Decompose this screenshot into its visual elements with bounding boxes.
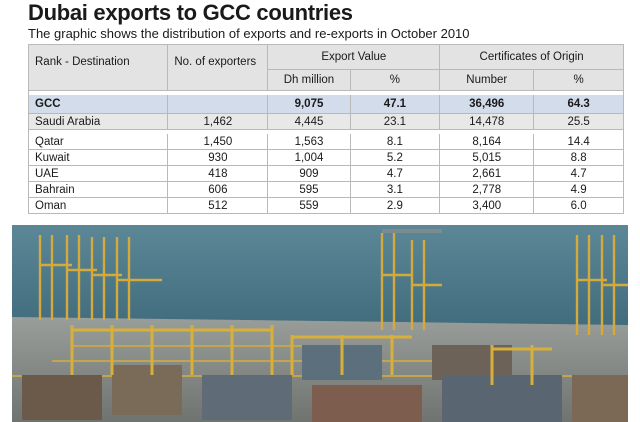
header-num-exporters: No. of exporters — [167, 44, 269, 91]
cell-destination: GCC — [27, 95, 169, 114]
header-rank-destination: Rank - Destination — [27, 44, 169, 91]
table-row: Kuwait 930 1,004 5.2 5,015 8.8 — [27, 149, 624, 166]
port-scene-illustration — [12, 225, 628, 422]
page-title: Dubai exports to GCC countries — [28, 0, 353, 25]
cell-export-pct: 23.1 — [349, 113, 441, 130]
port-photo — [12, 225, 628, 422]
cell-export-pct: 8.1 — [349, 134, 441, 150]
exports-table-container: Rank - Destination No. of exporters Expo… — [27, 44, 624, 214]
cell-destination: UAE — [27, 165, 169, 182]
cell-destination: Saudi Arabia — [27, 113, 169, 130]
exports-table: Rank - Destination No. of exporters Expo… — [27, 44, 624, 214]
cell-export-value: 1,004 — [267, 149, 351, 166]
cell-export-pct: 47.1 — [349, 95, 441, 114]
table-row: Oman 512 559 2.9 3,400 6.0 — [27, 197, 624, 214]
cell-certificates: 5,015 — [439, 149, 535, 166]
cell-cert-pct: 14.4 — [533, 134, 624, 150]
cell-certificates: 2,661 — [439, 165, 535, 182]
cell-exporters: 1,462 — [167, 113, 269, 130]
table-row: Saudi Arabia 1,462 4,445 23.1 14,478 25.… — [27, 113, 624, 130]
cell-export-value: 1,563 — [267, 134, 351, 150]
cell-certificates: 3,400 — [439, 197, 535, 214]
cell-exporters: 418 — [167, 165, 269, 182]
cell-destination: Oman — [27, 197, 169, 214]
cell-exporters: 930 — [167, 149, 269, 166]
table-row-gcc: GCC 9,075 47.1 36,496 64.3 — [27, 95, 624, 114]
cell-destination: Qatar — [27, 134, 169, 150]
cell-certificates: 14,478 — [439, 113, 535, 130]
cell-exporters — [167, 95, 269, 114]
cell-export-value: 909 — [267, 165, 351, 182]
cell-export-pct: 2.9 — [349, 197, 441, 214]
cell-exporters: 606 — [167, 181, 269, 198]
cell-export-value: 559 — [267, 197, 351, 214]
cell-export-pct: 4.7 — [349, 165, 441, 182]
cell-export-pct: 5.2 — [349, 149, 441, 166]
header-number: Number — [439, 69, 535, 91]
table-row: Qatar 1,450 1,563 8.1 8,164 14.4 — [27, 134, 624, 150]
cell-cert-pct: 6.0 — [533, 197, 624, 214]
header-export-pct: % — [349, 69, 441, 91]
header-dh-million: Dh million — [267, 69, 351, 91]
cell-export-pct: 3.1 — [349, 181, 441, 198]
cell-certificates: 36,496 — [439, 95, 535, 114]
header-export-value: Export Value — [267, 44, 441, 70]
cell-exporters: 1,450 — [167, 134, 269, 150]
cell-exporters: 512 — [167, 197, 269, 214]
table-row: UAE 418 909 4.7 2,661 4.7 — [27, 165, 624, 182]
cell-destination: Bahrain — [27, 181, 169, 198]
cell-export-value: 595 — [267, 181, 351, 198]
cell-certificates: 2,778 — [439, 181, 535, 198]
cell-cert-pct: 4.7 — [533, 165, 624, 182]
table-row: Bahrain 606 595 3.1 2,778 4.9 — [27, 181, 624, 198]
cell-destination: Kuwait — [27, 149, 169, 166]
page-subtitle: The graphic shows the distribution of ex… — [28, 26, 470, 41]
cell-certificates: 8,164 — [439, 134, 535, 150]
cell-cert-pct: 25.5 — [533, 113, 624, 130]
cell-export-value: 9,075 — [267, 95, 351, 114]
header-certificates: Certificates of Origin — [439, 44, 624, 70]
cell-cert-pct: 8.8 — [533, 149, 624, 166]
cell-cert-pct: 4.9 — [533, 181, 624, 198]
cell-export-value: 4,445 — [267, 113, 351, 130]
cell-cert-pct: 64.3 — [533, 95, 624, 114]
header-cert-pct: % — [533, 69, 624, 91]
